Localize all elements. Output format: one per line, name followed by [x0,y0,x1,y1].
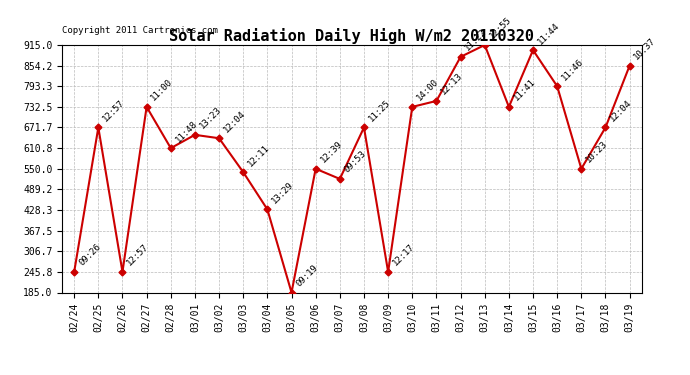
Text: 09:53: 09:53 [343,149,368,175]
Text: 12:04: 12:04 [222,109,247,134]
Text: 11:25: 11:25 [367,98,392,123]
Text: 12:17: 12:17 [391,242,416,268]
Text: 12:11: 12:11 [246,142,271,168]
Text: 10:23: 10:23 [584,139,609,165]
Title: Solar Radiation Daily High W/m2 20110320: Solar Radiation Daily High W/m2 20110320 [170,28,534,44]
Text: 12:04: 12:04 [609,98,633,123]
Text: 13:23: 13:23 [198,105,223,130]
Text: 11:22: 11:22 [464,27,489,53]
Text: 10:37: 10:37 [633,36,658,62]
Text: 12:13: 12:13 [440,71,464,97]
Text: 09:26: 09:26 [77,242,102,268]
Text: 11:44: 11:44 [536,21,561,46]
Text: 12:55: 12:55 [488,15,513,41]
Text: 11:46: 11:46 [560,57,585,82]
Text: 13:29: 13:29 [270,180,295,205]
Text: Copyright 2011 Cartronics.com: Copyright 2011 Cartronics.com [62,26,218,35]
Text: 12:57: 12:57 [101,98,126,123]
Text: 09:19: 09:19 [295,263,319,288]
Text: 11:00: 11:00 [150,77,175,103]
Text: 11:41: 11:41 [512,77,537,103]
Text: 12:57: 12:57 [126,242,150,268]
Text: 12:39: 12:39 [319,139,344,165]
Text: 14:00: 14:00 [415,77,440,103]
Text: 11:48: 11:48 [174,118,199,144]
